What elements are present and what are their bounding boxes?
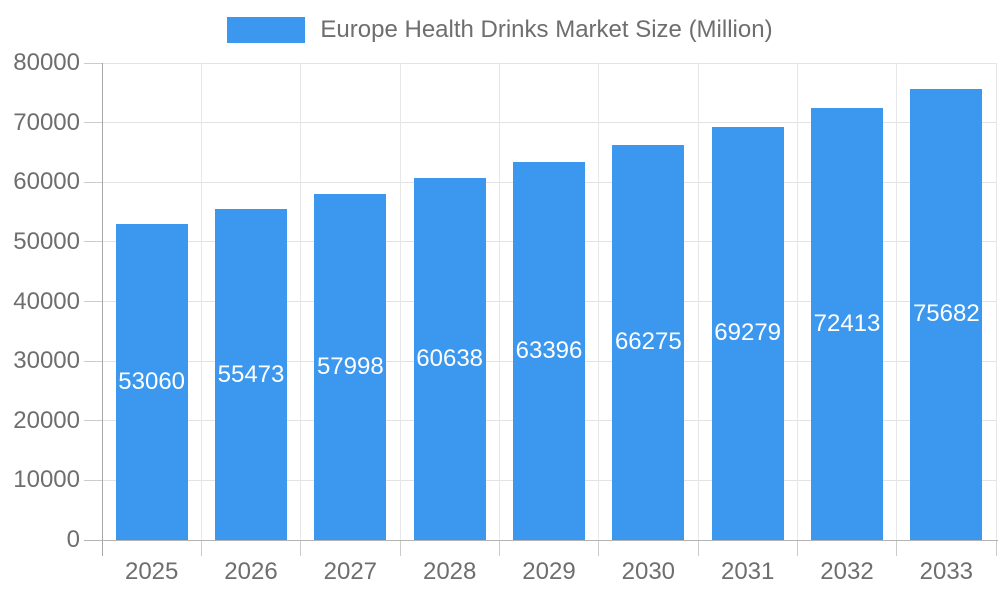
- y-axis-line: [101, 63, 103, 556]
- x-gridline: [697, 63, 699, 540]
- x-axis-tick: [896, 540, 898, 556]
- x-axis-line: [84, 539, 998, 541]
- bar-2031[interactable]: 69279: [711, 126, 784, 540]
- bar-value-label: 63396: [515, 336, 583, 364]
- bar-2030[interactable]: 66275: [612, 144, 685, 540]
- bar-2032[interactable]: 72413: [811, 108, 883, 540]
- x-axis-tick-label: 2029: [522, 558, 576, 585]
- x-axis-tick-label: 2027: [323, 558, 378, 585]
- y-axis-tick-label: 40000: [13, 287, 80, 315]
- x-axis-tick-label: 2030: [621, 558, 676, 585]
- x-axis-tick: [498, 540, 500, 556]
- x-axis-tick-label: 2031: [720, 558, 775, 585]
- y-gridline: [102, 122, 996, 124]
- y-axis-tick: [84, 181, 102, 183]
- bar-value-label: 66275: [614, 328, 682, 356]
- y-axis-tick: [84, 301, 102, 302]
- y-axis-tick: [84, 420, 102, 422]
- bar-value-label: 75682: [912, 300, 980, 328]
- x-gridline: [300, 63, 302, 540]
- y-axis-tick: [84, 479, 102, 481]
- x-axis-tick: [598, 540, 600, 556]
- y-axis-tick-label: 10000: [13, 466, 80, 494]
- y-axis-tick: [84, 62, 102, 64]
- x-axis-tick: [697, 540, 699, 556]
- x-gridline: [498, 63, 500, 540]
- x-gridline: [896, 63, 898, 540]
- chart-legend[interactable]: Europe Health Drinks Market Size (Millio…: [0, 17, 1000, 43]
- x-axis-tick-label: 2033: [919, 558, 974, 585]
- x-axis-tick: [399, 540, 401, 556]
- bar-value-label: 55473: [217, 360, 285, 388]
- x-axis-tick: [200, 540, 202, 556]
- bar-value-label: 57998: [316, 353, 384, 381]
- y-axis-tick-label: 0: [66, 526, 80, 553]
- bar-value-label: 69279: [714, 319, 782, 347]
- x-gridline: [995, 63, 997, 540]
- x-gridline: [796, 63, 798, 540]
- x-axis-tick: [300, 540, 302, 556]
- bar-2028[interactable]: 60638: [413, 178, 486, 540]
- y-gridline: [102, 62, 996, 64]
- x-axis-tick-label: 2032: [820, 558, 874, 585]
- bar-value-label: 60638: [416, 345, 484, 373]
- x-gridline: [200, 63, 202, 540]
- x-axis-tick: [796, 540, 798, 556]
- bar-2033[interactable]: 75682: [910, 88, 983, 540]
- y-axis-tick-label: 50000: [13, 227, 80, 255]
- y-axis-tick: [84, 122, 102, 124]
- y-axis-tick: [84, 241, 102, 243]
- x-axis-tick-label: 2028: [422, 558, 477, 585]
- x-gridline: [598, 63, 600, 540]
- bar-value-label: 72413: [813, 310, 881, 338]
- x-axis-tick: [995, 540, 997, 556]
- x-gridline: [399, 63, 401, 540]
- legend-label: Europe Health Drinks Market Size (Millio…: [320, 16, 773, 43]
- bar-2025[interactable]: 53060: [115, 223, 188, 540]
- bar-2026[interactable]: 55473: [215, 209, 287, 540]
- y-axis-tick-label: 60000: [13, 168, 80, 196]
- bar-2027[interactable]: 57998: [314, 194, 387, 540]
- y-axis-tick: [84, 360, 102, 362]
- y-axis-tick-label: 20000: [13, 406, 80, 434]
- legend-swatch-icon: [227, 17, 306, 43]
- y-axis-tick-label: 30000: [13, 347, 80, 375]
- y-axis-tick-label: 80000: [13, 49, 80, 76]
- x-axis-tick-label: 2025: [124, 558, 179, 585]
- bar-value-label: 53060: [118, 367, 186, 395]
- x-axis-tick-label: 2026: [224, 558, 278, 585]
- y-axis-tick-label: 70000: [13, 108, 80, 136]
- bar-2029[interactable]: 63396: [513, 162, 585, 540]
